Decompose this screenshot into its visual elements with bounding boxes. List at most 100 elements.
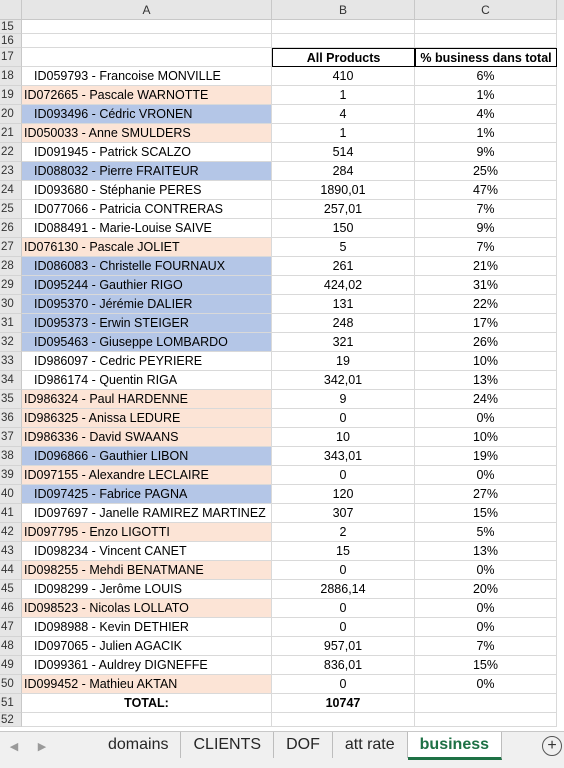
client-name-cell[interactable]: ID093680 - Stéphanie PERES bbox=[22, 181, 272, 200]
client-name-cell[interactable]: ID091945 - Patrick SCALZO bbox=[22, 143, 272, 162]
pct-cell[interactable]: 9% bbox=[415, 219, 557, 238]
client-name-cell[interactable]: ID098299 - Jerôme LOUIS bbox=[22, 580, 272, 599]
row-number[interactable]: 24 bbox=[0, 181, 22, 200]
client-name-cell[interactable]: ID098255 - Mehdi BENATMANE bbox=[22, 561, 272, 580]
row-number[interactable]: 22 bbox=[0, 143, 22, 162]
products-cell[interactable]: 4 bbox=[272, 105, 415, 124]
client-name-cell[interactable]: ID095463 - Giuseppe LOMBARDO bbox=[22, 333, 272, 352]
pct-cell[interactable]: 7% bbox=[415, 238, 557, 257]
products-cell[interactable]: 10 bbox=[272, 428, 415, 447]
client-name-cell[interactable]: ID096866 - Gauthier LIBON bbox=[22, 447, 272, 466]
pct-cell[interactable]: 6% bbox=[415, 67, 557, 86]
products-cell[interactable]: 120 bbox=[272, 485, 415, 504]
products-cell[interactable]: 1 bbox=[272, 124, 415, 143]
client-name-cell[interactable]: ID097795 - Enzo LIGOTTI bbox=[22, 523, 272, 542]
cell-c[interactable] bbox=[415, 713, 557, 727]
plus-circle-icon[interactable]: + bbox=[542, 736, 562, 756]
pct-cell[interactable]: 0% bbox=[415, 409, 557, 428]
row-number[interactable]: 20 bbox=[0, 105, 22, 124]
cell-b[interactable] bbox=[272, 713, 415, 727]
cell-c[interactable] bbox=[415, 20, 557, 34]
products-cell[interactable]: 343,01 bbox=[272, 447, 415, 466]
client-name-cell[interactable]: ID098523 - Nicolas LOLLATO bbox=[22, 599, 272, 618]
row-number[interactable]: 35 bbox=[0, 390, 22, 409]
row-number[interactable]: 34 bbox=[0, 371, 22, 390]
cell-b[interactable] bbox=[272, 34, 415, 48]
pct-cell[interactable]: 17% bbox=[415, 314, 557, 333]
client-name-cell[interactable]: ID088032 - Pierre FRAITEUR bbox=[22, 162, 272, 181]
row-number[interactable]: 37 bbox=[0, 428, 22, 447]
row-number[interactable]: 47 bbox=[0, 618, 22, 637]
client-name-cell[interactable]: ID050033 - Anne SMULDERS bbox=[22, 124, 272, 143]
client-name-cell[interactable]: ID095373 - Erwin STEIGER bbox=[22, 314, 272, 333]
pct-cell[interactable]: 5% bbox=[415, 523, 557, 542]
products-cell[interactable]: 2886,14 bbox=[272, 580, 415, 599]
client-name-cell[interactable]: ID986336 - David SWAANS bbox=[22, 428, 272, 447]
client-name-cell[interactable]: ID097065 - Julien AGACIK bbox=[22, 637, 272, 656]
products-cell[interactable]: 5 bbox=[272, 238, 415, 257]
row-number[interactable]: 36 bbox=[0, 409, 22, 428]
products-cell[interactable]: 0 bbox=[272, 409, 415, 428]
pct-cell[interactable]: 0% bbox=[415, 618, 557, 637]
row-number[interactable]: 33 bbox=[0, 352, 22, 371]
client-name-cell[interactable]: ID059793 - Francoise MONVILLE bbox=[22, 67, 272, 86]
total-value[interactable]: 10747 bbox=[272, 694, 415, 713]
row-number[interactable]: 49 bbox=[0, 656, 22, 675]
pct-cell[interactable]: 9% bbox=[415, 143, 557, 162]
column-header-a[interactable]: A bbox=[22, 0, 272, 20]
client-name-cell[interactable]: ID097697 - Janelle RAMIREZ MARTINEZ bbox=[22, 504, 272, 523]
products-cell[interactable]: 0 bbox=[272, 599, 415, 618]
client-name-cell[interactable]: ID097155 - Alexandre LECLAIRE bbox=[22, 466, 272, 485]
client-name-cell[interactable]: ID986325 - Anissa LEDURE bbox=[22, 409, 272, 428]
products-cell[interactable]: 0 bbox=[272, 561, 415, 580]
row-number[interactable]: 39 bbox=[0, 466, 22, 485]
cell-a[interactable] bbox=[22, 713, 272, 727]
client-name-cell[interactable]: ID099361 - Auldrey DIGNEFFE bbox=[22, 656, 272, 675]
products-cell[interactable]: 0 bbox=[272, 466, 415, 485]
pct-cell[interactable]: 0% bbox=[415, 599, 557, 618]
pct-cell[interactable]: 0% bbox=[415, 561, 557, 580]
pct-cell[interactable]: 15% bbox=[415, 504, 557, 523]
pct-cell[interactable]: 10% bbox=[415, 352, 557, 371]
total-label[interactable]: TOTAL: bbox=[22, 694, 272, 713]
pct-cell[interactable]: 0% bbox=[415, 675, 557, 694]
products-cell[interactable]: 1890,01 bbox=[272, 181, 415, 200]
client-name-cell[interactable]: ID098234 - Vincent CANET bbox=[22, 542, 272, 561]
products-cell[interactable]: 2 bbox=[272, 523, 415, 542]
pct-cell[interactable]: 10% bbox=[415, 428, 557, 447]
column-header-c[interactable]: C bbox=[415, 0, 557, 20]
pct-cell[interactable]: 1% bbox=[415, 86, 557, 105]
pct-cell[interactable]: 1% bbox=[415, 124, 557, 143]
client-name-cell[interactable]: ID093496 - Cédric VRONEN bbox=[22, 105, 272, 124]
row-number[interactable]: 40 bbox=[0, 485, 22, 504]
products-cell[interactable]: 410 bbox=[272, 67, 415, 86]
row-number[interactable]: 43 bbox=[0, 542, 22, 561]
pct-cell[interactable]: 15% bbox=[415, 656, 557, 675]
client-name-cell[interactable]: ID088491 - Marie-Louise SAIVE bbox=[22, 219, 272, 238]
client-name-cell[interactable]: ID099452 - Mathieu AKTAN bbox=[22, 675, 272, 694]
row-number[interactable]: 21 bbox=[0, 124, 22, 143]
pct-cell[interactable]: 47% bbox=[415, 181, 557, 200]
products-cell[interactable]: 131 bbox=[272, 295, 415, 314]
pct-cell[interactable]: 24% bbox=[415, 390, 557, 409]
client-name-cell[interactable]: ID072665 - Pascale WARNOTTE bbox=[22, 86, 272, 105]
row-number[interactable]: 30 bbox=[0, 295, 22, 314]
pct-cell[interactable]: 31% bbox=[415, 276, 557, 295]
pct-cell[interactable]: 20% bbox=[415, 580, 557, 599]
cell-c[interactable] bbox=[415, 694, 557, 713]
products-cell[interactable]: 0 bbox=[272, 675, 415, 694]
client-name-cell[interactable]: ID098988 - Kevin DETHIER bbox=[22, 618, 272, 637]
sheet-tab-dof[interactable]: DOF bbox=[274, 732, 333, 758]
row-number[interactable]: 29 bbox=[0, 276, 22, 295]
row-number[interactable]: 15 bbox=[0, 20, 22, 34]
client-name-cell[interactable]: ID076130 - Pascale JOLIET bbox=[22, 238, 272, 257]
next-sheet-icon[interactable]: ▶ bbox=[37, 740, 47, 753]
pct-cell[interactable]: 7% bbox=[415, 200, 557, 219]
row-number[interactable]: 52 bbox=[0, 713, 22, 727]
row-number[interactable]: 50 bbox=[0, 675, 22, 694]
pct-cell[interactable]: 26% bbox=[415, 333, 557, 352]
pct-cell[interactable]: 25% bbox=[415, 162, 557, 181]
products-cell[interactable]: 307 bbox=[272, 504, 415, 523]
cell-a[interactable] bbox=[22, 34, 272, 48]
row-number[interactable]: 17 bbox=[0, 48, 22, 67]
